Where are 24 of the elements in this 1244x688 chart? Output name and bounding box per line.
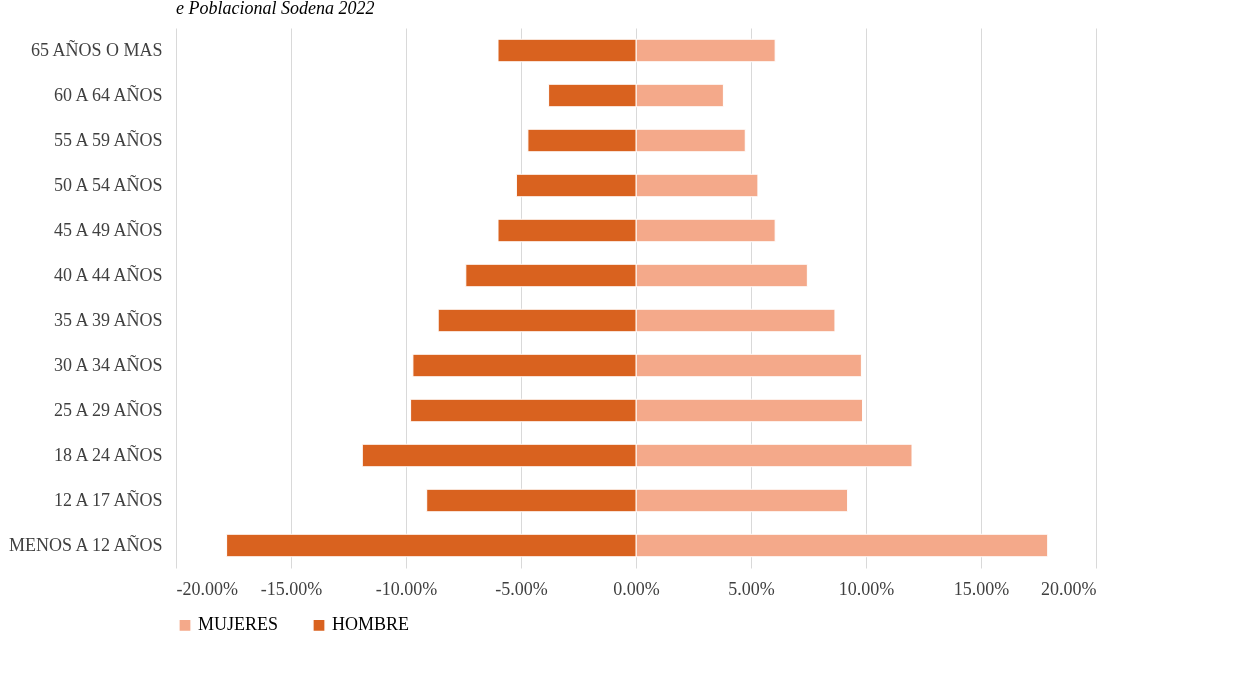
x-tick-label: -10.00% xyxy=(375,578,438,599)
x-tick-label: 5.00% xyxy=(728,578,775,599)
y-tick-label: 50 A 54 AÑOS xyxy=(53,173,163,195)
x-tick-label: 20.00% xyxy=(1041,578,1097,599)
y-tick-label: 65 AÑOS O MAS xyxy=(30,38,163,60)
x-tick-label: 0.00% xyxy=(613,578,660,599)
legend-label: MUJERES xyxy=(198,614,279,635)
y-tick-label: 60 A 64 AÑOS xyxy=(53,83,163,105)
y-tick-label: 35 A 39 AÑOS xyxy=(53,308,163,330)
y-tick-label: 40 A 44 AÑOS xyxy=(53,263,163,285)
y-tick-label: MENOS A 12 AÑOS xyxy=(8,533,163,555)
y-tick-label: 12 A 17 AÑOS xyxy=(53,488,163,510)
y-tick-label: 55 A 59 AÑOS xyxy=(53,128,163,150)
x-tick-label: 10.00% xyxy=(838,578,895,599)
x-tick-label: 15.00% xyxy=(953,578,1010,599)
x-tick-label: -5.00% xyxy=(495,578,548,599)
y-tick-label: 30 A 34 AÑOS xyxy=(53,353,163,375)
y-tick-label: 18 A 24 AÑOS xyxy=(53,443,163,465)
chart-title: e Poblacional Sodena 2022 xyxy=(176,0,375,18)
y-tick-label: 45 A 49 AÑOS xyxy=(53,218,163,240)
y-tick-label: 25 A 29 AÑOS xyxy=(53,398,163,420)
x-tick-label: -20.00% xyxy=(176,578,238,599)
legend-label: HOMBRE xyxy=(332,614,410,635)
x-tick-label: -15.00% xyxy=(260,578,323,599)
